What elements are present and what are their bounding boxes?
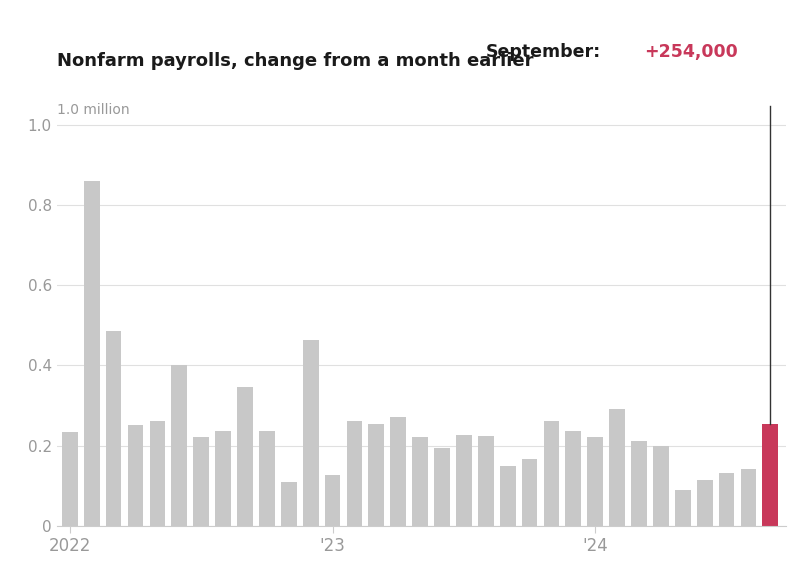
Bar [675, 491, 691, 526]
Text: Nonfarm payrolls, change from a month earlier: Nonfarm payrolls, change from a month ea… [57, 52, 533, 70]
Bar [609, 409, 625, 526]
Bar [325, 475, 340, 526]
Bar [565, 432, 582, 526]
Bar [84, 181, 100, 526]
Bar [237, 387, 253, 526]
Text: September:: September: [486, 43, 601, 61]
Bar [587, 437, 603, 526]
Text: 1.0 million: 1.0 million [57, 103, 130, 117]
Bar [347, 421, 362, 526]
Bar [653, 446, 669, 526]
Bar [62, 432, 78, 526]
Bar [740, 469, 757, 526]
Bar [303, 340, 318, 526]
Bar [412, 437, 428, 526]
Bar [281, 482, 296, 526]
Bar [631, 441, 647, 526]
Bar [172, 366, 187, 526]
Bar [500, 465, 515, 526]
Text: +254,000: +254,000 [644, 43, 738, 61]
Bar [150, 421, 165, 526]
Bar [697, 480, 713, 526]
Bar [478, 436, 493, 526]
Bar [259, 431, 275, 526]
Bar [762, 424, 778, 526]
Bar [194, 437, 209, 526]
Bar [128, 425, 143, 526]
Bar [215, 432, 231, 526]
Bar [456, 436, 471, 526]
Bar [390, 417, 406, 526]
Bar [369, 424, 384, 526]
Bar [434, 448, 450, 526]
Bar [718, 473, 735, 526]
Bar [544, 420, 560, 526]
Bar [522, 458, 538, 526]
Bar [106, 331, 121, 526]
